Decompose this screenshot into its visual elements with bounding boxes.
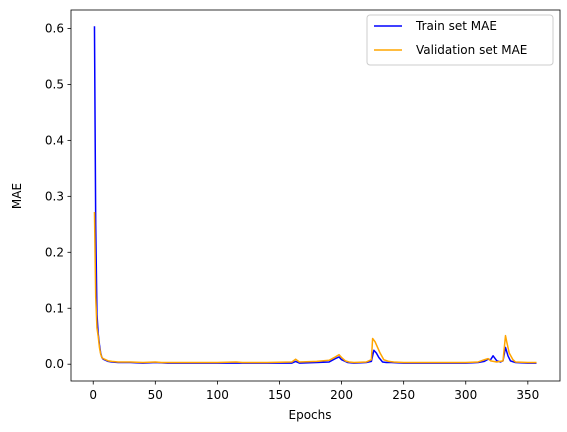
- x-tick-label: 250: [392, 388, 415, 402]
- legend-box: [366, 14, 554, 66]
- legend-label-validation: Validation set MAE: [416, 43, 527, 57]
- axes-frame: [70, 9, 561, 382]
- y-axis-label: MAE: [10, 183, 24, 209]
- x-axis-label: Epochs: [289, 408, 332, 422]
- x-tick-label: 50: [148, 388, 163, 402]
- y-tick-label: 0.0: [45, 357, 64, 371]
- y-tick-label: 0.5: [45, 77, 64, 91]
- x-tick-label: 0: [89, 388, 97, 402]
- x-tick-label: 200: [330, 388, 353, 402]
- y-tick-label: 0.1: [45, 301, 64, 315]
- y-tick-label: 0.4: [45, 133, 64, 147]
- y-axis-ticks: 0.0 0.1 0.2 0.3 0.4 0.5 0.6: [45, 21, 71, 371]
- x-tick-label: 150: [268, 388, 291, 402]
- series-layer: [93, 26, 537, 364]
- x-tick-label: 350: [516, 388, 539, 402]
- y-tick-label: 0.2: [45, 245, 64, 259]
- x-tick-label: 100: [206, 388, 229, 402]
- series-line-validation: [93, 211, 537, 364]
- y-tick-label: 0.3: [45, 189, 64, 203]
- y-tick-label: 0.6: [45, 21, 64, 35]
- legend-label-train: Train set MAE: [415, 19, 497, 33]
- legend: Train set MAE Validation set MAE: [366, 14, 554, 66]
- x-tick-label: 300: [454, 388, 477, 402]
- plot-area: [71, 10, 560, 381]
- x-axis-ticks: 0 50 100 150 200 250 300 350: [89, 381, 539, 402]
